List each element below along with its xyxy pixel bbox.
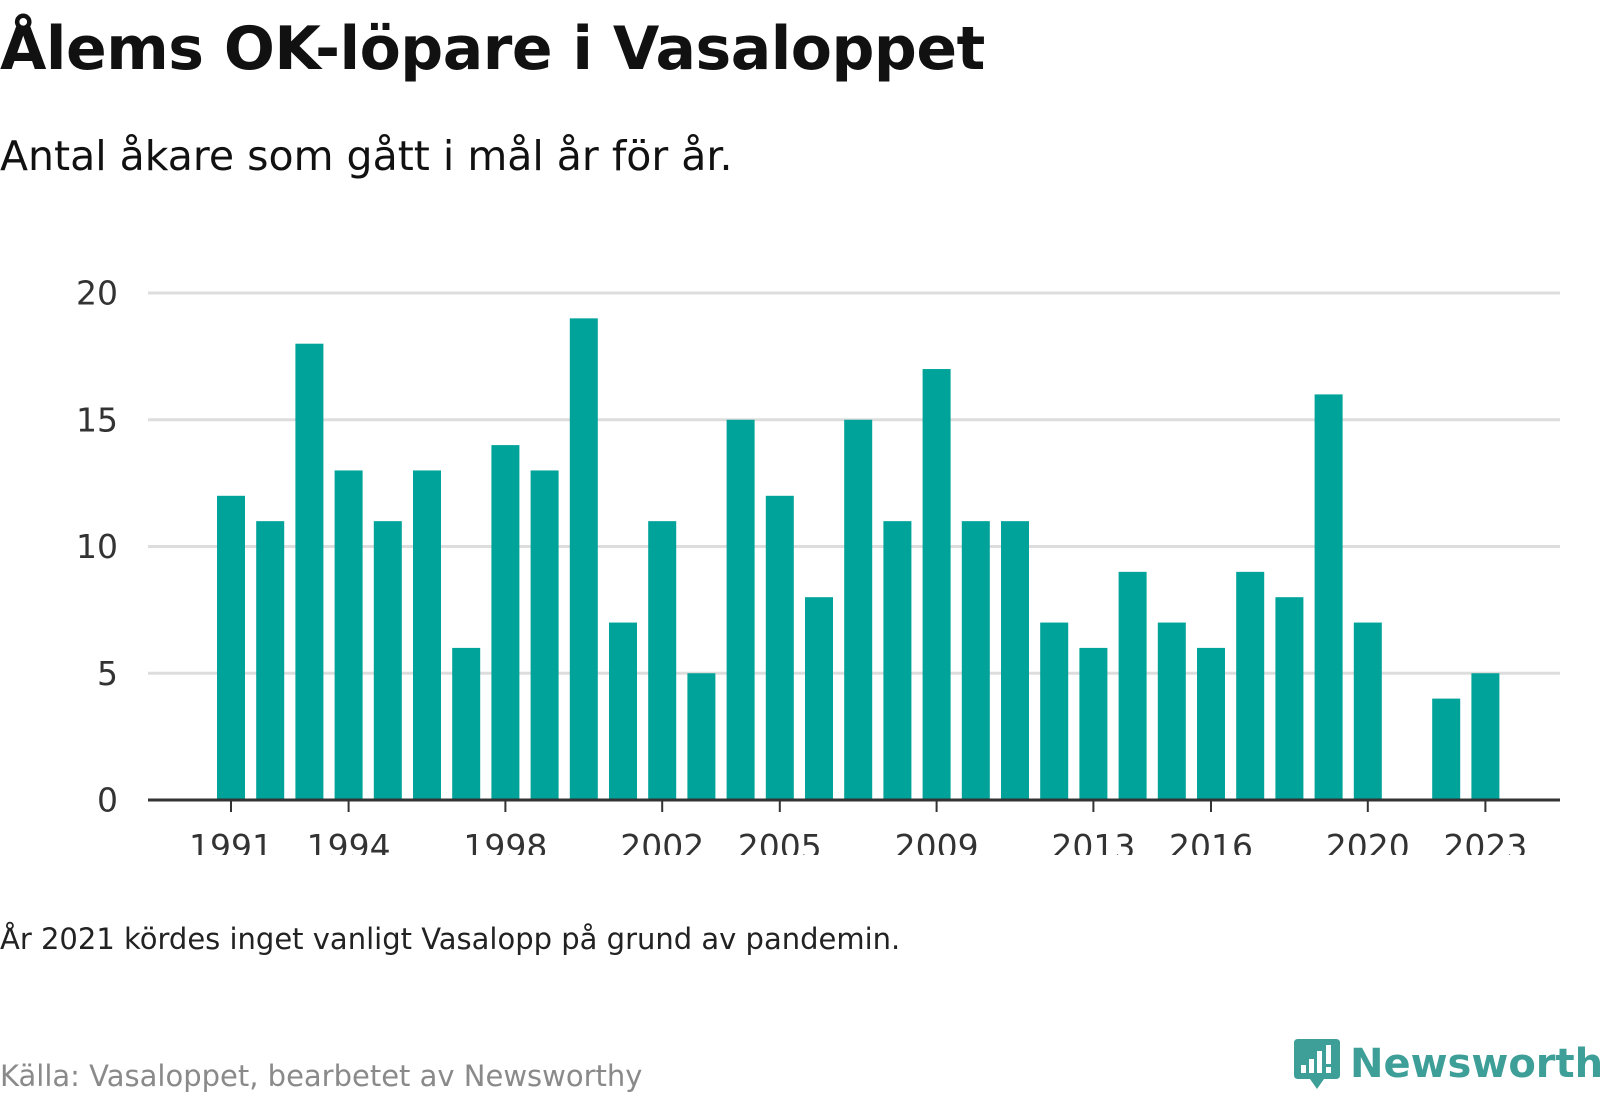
bar xyxy=(256,521,285,800)
bar xyxy=(295,343,324,800)
bar xyxy=(1079,647,1108,800)
x-tick-label: 2009 xyxy=(895,827,979,855)
x-tick-label: 2020 xyxy=(1326,827,1410,855)
x-axis-ticks: 1991 1994 1998 2002 2005 2009 2013 2016 2020 2023 xyxy=(189,800,1527,855)
chart-subtitle: Antal åkare som gått i mål år för år. xyxy=(0,132,733,180)
bar xyxy=(805,597,833,800)
y-tick-label: 10 xyxy=(76,527,118,566)
bar xyxy=(1157,622,1186,800)
bar xyxy=(726,419,755,800)
y-tick-label: 15 xyxy=(76,400,118,439)
x-tick-label: 2023 xyxy=(1443,827,1527,855)
bar xyxy=(491,445,520,800)
bar xyxy=(687,673,716,800)
y-tick-label: 5 xyxy=(97,654,118,693)
bar xyxy=(1197,647,1225,800)
bar xyxy=(609,622,637,800)
bar xyxy=(1432,698,1461,800)
bar xyxy=(530,470,559,800)
bar xyxy=(452,647,481,800)
x-tick-label: 1998 xyxy=(463,827,547,855)
bar xyxy=(1040,622,1069,800)
logo-text: Newsworthy xyxy=(1350,1041,1600,1087)
bar xyxy=(648,521,677,800)
bar xyxy=(765,495,794,800)
bar xyxy=(1118,571,1147,800)
x-tick-label: 1994 xyxy=(307,827,391,855)
newsworthy-logo-icon xyxy=(1294,1039,1340,1089)
bar xyxy=(334,470,363,800)
bar xyxy=(883,521,912,800)
chart-note: År 2021 kördes inget vanligt Vasalopp på… xyxy=(0,922,901,956)
bar xyxy=(1314,394,1343,800)
bar xyxy=(961,521,990,800)
bar xyxy=(922,369,951,800)
x-tick-label: 2005 xyxy=(738,827,822,855)
bar xyxy=(1471,673,1500,800)
bar xyxy=(217,495,245,800)
bar xyxy=(1236,571,1265,800)
bar xyxy=(1353,622,1382,800)
bar xyxy=(413,470,441,800)
x-tick-label: 2002 xyxy=(620,827,704,855)
bar xyxy=(373,521,402,800)
chart-source: Källa: Vasaloppet, bearbetet av Newswort… xyxy=(0,1059,643,1093)
x-tick-label: 2016 xyxy=(1169,827,1253,855)
bar xyxy=(844,419,873,800)
bar xyxy=(1275,597,1304,800)
y-tick-label: 0 xyxy=(97,781,118,820)
x-tick-label: 2013 xyxy=(1051,827,1135,855)
y-axis-ticks: 0 5 10 15 20 xyxy=(76,274,118,820)
x-tick-label: 1991 xyxy=(189,827,273,855)
bar xyxy=(569,318,598,800)
bar-chart: 0 5 10 15 20 1991 1994 1998 2002 2005 2009 2013 201… xyxy=(76,274,1560,855)
y-tick-label: 20 xyxy=(76,274,118,313)
chart-title: Ålems OK-löpare i Vasaloppet xyxy=(0,14,985,84)
bars xyxy=(217,318,1500,800)
newsworthy-logo: Newsworthy xyxy=(1292,1035,1600,1093)
bar xyxy=(1001,521,1029,800)
